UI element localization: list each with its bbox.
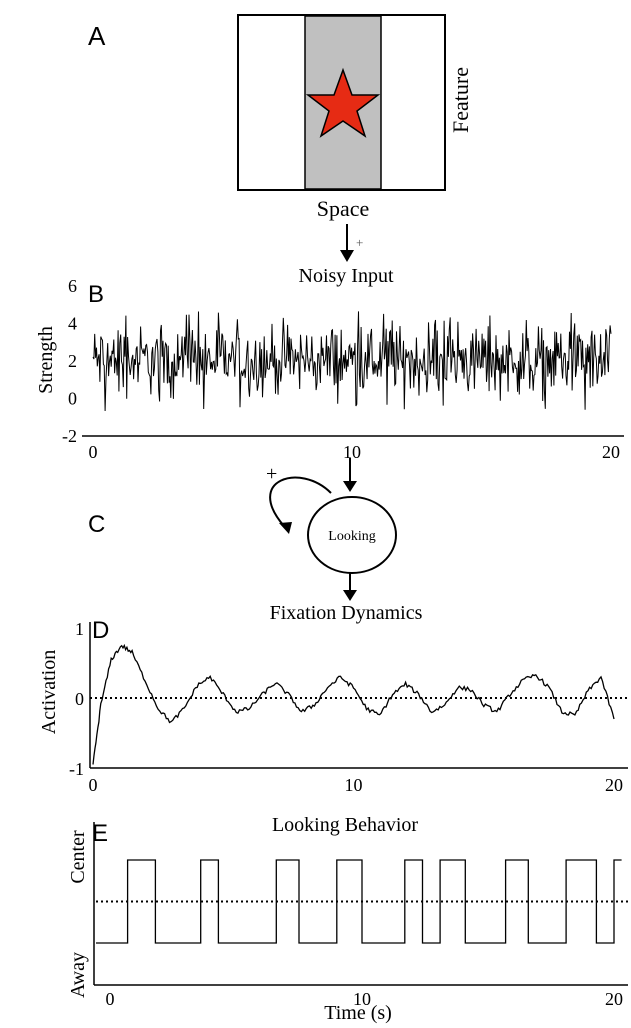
panel-d-y-tick: -1 — [69, 759, 84, 779]
panel-e-x-label: Time (s) — [324, 1002, 392, 1024]
panel-b: Noisy Input B Strength -2 0 2 4 6 0 10 20 — [35, 265, 624, 462]
panel-e-x-tick-labels: 0 10 20 — [106, 989, 624, 1009]
self-excitation-arrowhead — [279, 522, 292, 534]
self-excitation-loop — [269, 476, 332, 527]
panel-d-title: Fixation Dynamics — [270, 602, 423, 624]
panel-b-y-tick: 4 — [68, 314, 77, 334]
feature-axis-label: Feature — [448, 67, 473, 133]
star-icon — [305, 67, 381, 138]
panel-b-x-tick: 10 — [343, 442, 361, 462]
panel-b-y-tick: 6 — [68, 276, 77, 296]
panel-d-x-tick-labels: 0 10 20 — [89, 775, 624, 795]
panel-letter-c: C — [88, 511, 105, 538]
panel-b-x-tick-labels: 0 10 20 — [89, 442, 621, 462]
panel-e: Looking Behavior E Center Away 0 10 20 Tim… — [67, 814, 628, 1024]
panel-e-y-label-top: Center — [67, 830, 89, 884]
panel-b-title: Noisy Input — [299, 265, 394, 287]
panel-d-y-label: Activation — [38, 650, 60, 734]
panel-b-x-tick: 20 — [602, 442, 620, 462]
panel-e-title: Looking Behavior — [272, 814, 418, 836]
panel-b-y-tick-labels: -2 0 2 4 6 — [62, 276, 77, 446]
loop-plus-sign: + — [266, 463, 277, 485]
panel-e-x-tick: 20 — [605, 989, 623, 1009]
panel-letter-a: A — [88, 21, 106, 51]
looking-behavior-series — [96, 859, 622, 944]
panel-b-y-tick: 0 — [68, 389, 77, 409]
panel-a: A Space Feature — [88, 14, 473, 221]
arrow-a-to-b: + — [340, 224, 363, 262]
looking-node-label: Looking — [328, 529, 375, 544]
fixation-dynamics-series — [92, 643, 615, 765]
panel-d-y-tick: 0 — [75, 689, 84, 709]
panel-d-x-tick: 0 — [89, 775, 98, 795]
panel-b-y-tick: -2 — [62, 426, 77, 446]
panel-letter-d: D — [92, 617, 109, 644]
looking-node — [307, 496, 397, 574]
space-axis-label: Space — [317, 196, 370, 221]
panel-b-x-tick: 0 — [89, 442, 98, 462]
panel-e-x-tick: 0 — [106, 989, 115, 1009]
panel-d-x-tick: 20 — [605, 775, 623, 795]
panel-d-x-tick: 10 — [345, 775, 363, 795]
panel-b-y-tick: 2 — [68, 351, 77, 371]
arrow-plus-sign: + — [356, 235, 363, 250]
panel-d: Fixation Dynamics D Activation -101 0 10 2… — [38, 602, 628, 795]
panel-d-y-tick: 1 — [75, 619, 84, 639]
noisy-input-series — [92, 311, 612, 412]
arrow-b-to-c — [343, 458, 357, 492]
panel-e-y-label-bottom: Away — [67, 952, 89, 998]
panel-e-x-tick: 10 — [353, 989, 371, 1009]
panel-d-y-tick-labels: -1 0 1 — [69, 619, 84, 779]
panel-letter-b: B — [88, 281, 104, 308]
arrow-c-to-d — [343, 573, 357, 601]
panel-letter-e: E — [92, 820, 108, 847]
panel-b-y-label: Strength — [35, 326, 57, 394]
panel-c: C Looking + — [88, 463, 397, 574]
